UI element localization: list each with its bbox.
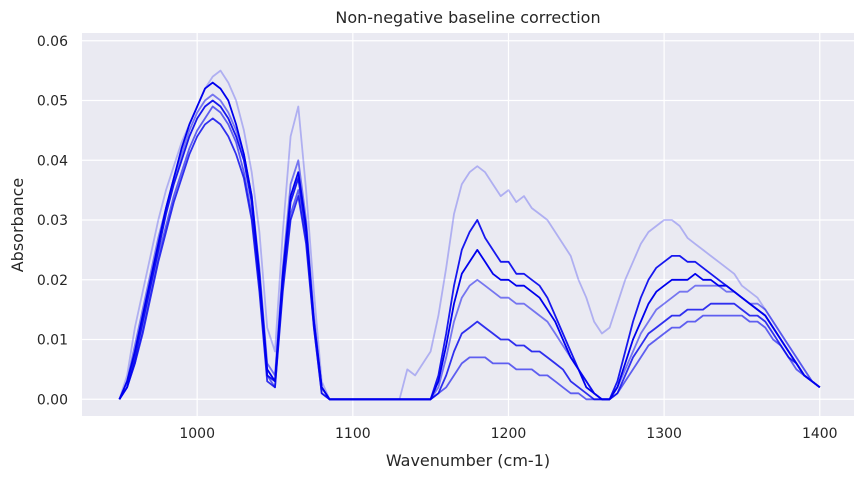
y-tick-label: 0.02 xyxy=(37,273,68,289)
y-tick-label: 0.06 xyxy=(37,34,68,50)
y-tick-label: 0.00 xyxy=(37,392,68,408)
series-line-5 xyxy=(118,81,821,401)
ticks: 1000 1100 1200 1300 1400 0.00 0.01 0.02 0.03 0.04… xyxy=(37,34,838,442)
y-tick-label: 0.01 xyxy=(37,333,68,349)
x-tick-label: 1300 xyxy=(646,426,682,442)
series-line-1 xyxy=(118,69,821,401)
y-axis-label: Absorbance xyxy=(8,178,27,273)
x-tick-label: 1200 xyxy=(491,426,527,442)
series-line-6 xyxy=(118,105,821,401)
series-line-2 xyxy=(118,93,821,401)
series-line-3 xyxy=(118,99,821,401)
y-tick-label: 0.04 xyxy=(37,153,68,169)
y-tick-label: 0.05 xyxy=(37,94,68,110)
x-tick-label: 1000 xyxy=(179,426,215,442)
series-line-4 xyxy=(118,117,821,401)
x-axis-label: Wavenumber (cm-1) xyxy=(386,451,550,470)
chart-title: Non-negative baseline correction xyxy=(335,8,600,27)
grid xyxy=(82,33,854,416)
x-tick-label: 1400 xyxy=(802,426,838,442)
x-tick-label: 1100 xyxy=(335,426,371,442)
y-tick-label: 0.03 xyxy=(37,213,68,229)
series-layer xyxy=(118,69,821,401)
